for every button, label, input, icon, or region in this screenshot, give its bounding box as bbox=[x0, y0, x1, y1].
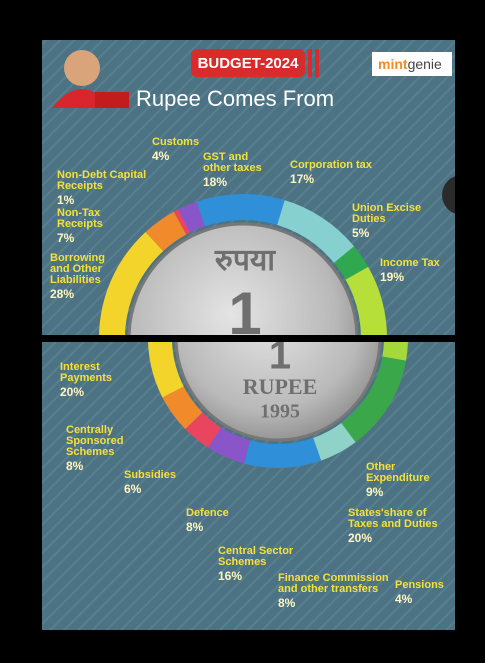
portrait-head bbox=[64, 50, 100, 86]
coin-word: RUPEE bbox=[243, 374, 318, 399]
value-label: 8% bbox=[66, 459, 83, 473]
page: रुपया1 1RUPEE1995 BUDGET-2024 mintgenie … bbox=[0, 0, 485, 663]
value-label: 17% bbox=[290, 172, 314, 186]
value-label: 1% bbox=[57, 193, 74, 207]
segment-label: Borrowing and Other Liabilities bbox=[50, 253, 122, 286]
value-label: 20% bbox=[348, 531, 372, 545]
segment-label: Corporation tax bbox=[290, 160, 380, 171]
segment-label: Interest Payments bbox=[60, 362, 150, 384]
value-label: 18% bbox=[203, 175, 227, 189]
badge-bar bbox=[308, 49, 312, 77]
segment-label: Non-Tax Receipts bbox=[57, 208, 127, 230]
value-label: 28% bbox=[50, 287, 74, 301]
brand: mintgenie bbox=[378, 56, 442, 72]
side-button bbox=[442, 175, 482, 215]
value-label: 8% bbox=[186, 520, 203, 534]
value-label: 6% bbox=[124, 482, 141, 496]
segment-label: GST and other taxes bbox=[203, 152, 273, 174]
coin-script: रुपया bbox=[214, 244, 276, 277]
brand-genie: genie bbox=[408, 56, 442, 72]
chart-title: Rupee Comes From bbox=[136, 86, 334, 112]
badge: BUDGET-2024 bbox=[191, 55, 305, 72]
segment-label: Union Excise Duties bbox=[352, 203, 442, 225]
segment-label: Income Tax bbox=[380, 258, 440, 269]
segment-label: Pensions bbox=[395, 580, 455, 591]
segment-label: Defence bbox=[186, 508, 256, 519]
value-label: 19% bbox=[380, 270, 404, 284]
coin-numeral: 1 bbox=[228, 280, 261, 347]
value-label: 20% bbox=[60, 385, 84, 399]
value-label: 8% bbox=[278, 596, 295, 610]
coin-numeral: 1 bbox=[269, 334, 291, 378]
portrait-folder bbox=[95, 92, 121, 108]
badge-bar bbox=[315, 49, 319, 77]
segment-label: States'share of Taxes and Duties bbox=[348, 508, 438, 530]
title-accent bbox=[121, 92, 129, 108]
segment-label: Central Sector Schemes bbox=[218, 546, 318, 568]
value-label: 16% bbox=[218, 569, 242, 583]
segment-label: Subsidies bbox=[124, 470, 194, 481]
brand-mint: mint bbox=[378, 56, 408, 72]
coin-year: 1995 bbox=[260, 401, 300, 423]
segment-label: Customs bbox=[152, 137, 212, 148]
value-label: 9% bbox=[366, 485, 383, 499]
segment-label: Non-Debt Capital Receipts bbox=[57, 170, 167, 192]
value-label: 7% bbox=[57, 231, 74, 245]
segment-label: Finance Commission and other transfers bbox=[278, 573, 398, 595]
value-label: 4% bbox=[152, 149, 169, 163]
segment-label: Other Expenditure bbox=[366, 462, 446, 484]
value-label: 5% bbox=[352, 226, 369, 240]
segment-label: Centrally Sponsored Schemes bbox=[66, 425, 148, 458]
